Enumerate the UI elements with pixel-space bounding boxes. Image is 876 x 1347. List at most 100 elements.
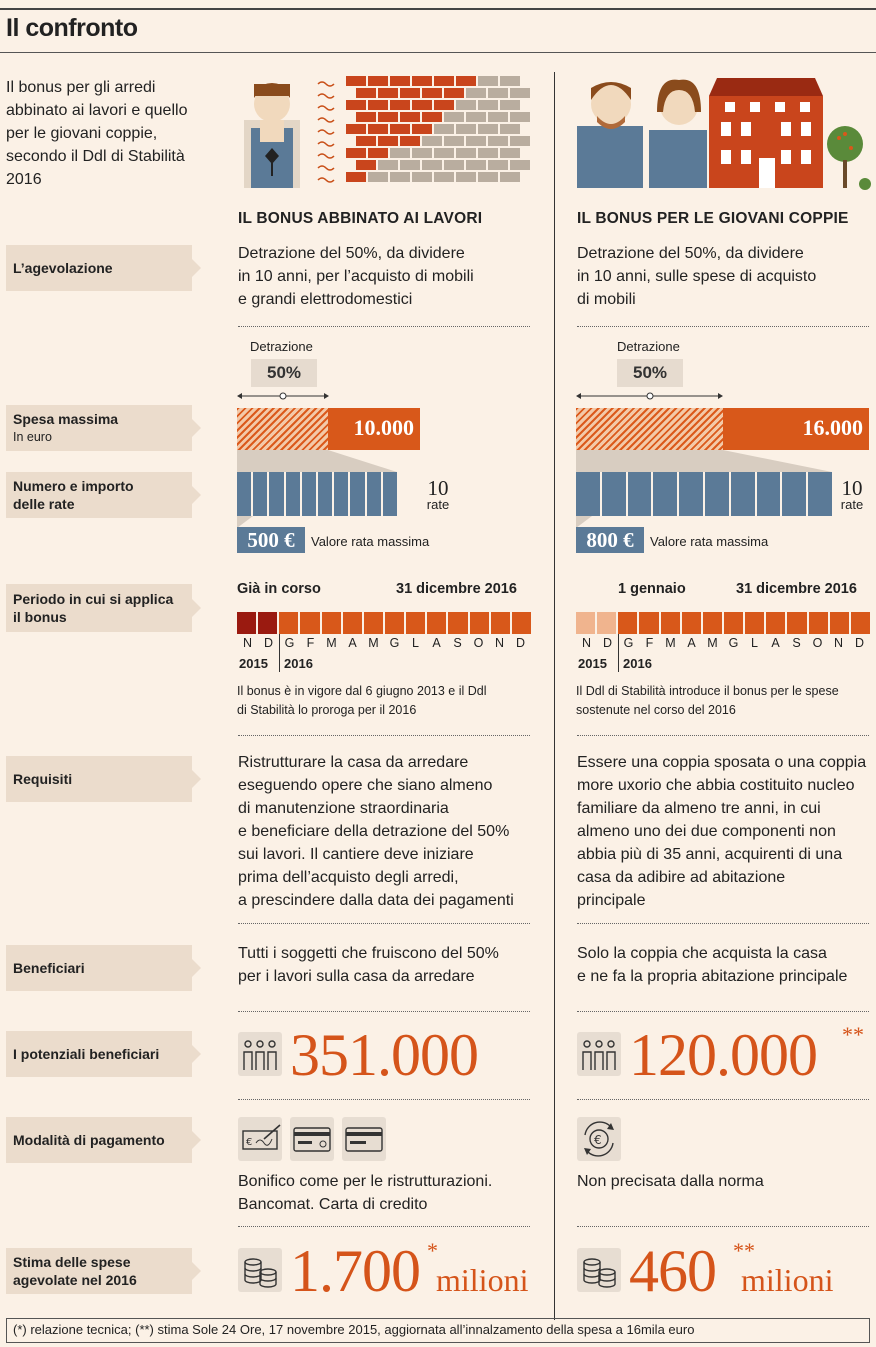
brick xyxy=(488,136,508,146)
left-potenziali-value: 351.000 xyxy=(290,1022,479,1088)
brick xyxy=(478,100,498,110)
right-requisiti: Essere una coppia sposata o una coppia mo… xyxy=(577,754,867,909)
left-rata-caption: Valore rata massima xyxy=(311,534,430,549)
brick xyxy=(356,112,376,122)
label-spesa-massima: Spesa massima In euro xyxy=(6,405,201,451)
divider xyxy=(577,923,869,924)
brick xyxy=(356,136,376,146)
divider xyxy=(238,326,530,327)
label-periodo: Periodo in cui si applica il bonus xyxy=(6,584,201,632)
credit-card-icon xyxy=(342,1117,386,1161)
brick xyxy=(478,148,498,158)
brick xyxy=(500,148,520,158)
brick xyxy=(500,76,520,86)
label-stima: Stima delle spese agevolate nel 2016 xyxy=(6,1248,201,1294)
right-period-bar xyxy=(576,612,870,634)
brick xyxy=(390,76,410,86)
left-period-note: Il bonus è in vigore dal 6 giugno 2013 e… xyxy=(237,684,487,717)
brick xyxy=(434,148,454,158)
brick xyxy=(422,88,442,98)
divider xyxy=(577,1099,869,1100)
right-rate-bar xyxy=(576,472,832,516)
brick xyxy=(368,100,388,110)
check-payment-icon: € xyxy=(238,1117,282,1161)
left-rata-value: 500 € xyxy=(237,527,305,553)
left-modalita: Bonifico come per le ristrutturazioni. Ba… xyxy=(238,1173,493,1213)
brick xyxy=(510,160,530,170)
brick xyxy=(444,136,464,146)
brick xyxy=(434,100,454,110)
brick xyxy=(422,112,442,122)
left-spesa-deducted-bar xyxy=(237,408,328,450)
right-detrazione-pill: 50% xyxy=(617,359,683,387)
brick xyxy=(500,124,520,134)
brick xyxy=(488,160,508,170)
brick xyxy=(456,100,476,110)
label-beneficiari: Beneficiari xyxy=(6,945,201,991)
right-spesa-deducted-bar xyxy=(576,408,723,450)
left-year-2016: 2016 xyxy=(284,656,313,671)
brick xyxy=(378,88,398,98)
right-modalita: Non precisata dalla norma xyxy=(577,1173,764,1190)
divider xyxy=(238,923,530,924)
brick xyxy=(400,88,420,98)
brick xyxy=(434,124,454,134)
brick xyxy=(444,88,464,98)
svg-text:€: € xyxy=(246,1137,252,1148)
brick xyxy=(478,124,498,134)
brick xyxy=(488,112,508,122)
intro-text: Il bonus per gli arredi abbinato ai lavo… xyxy=(6,79,188,188)
brick xyxy=(390,172,410,182)
brick xyxy=(390,148,410,158)
left-stima-unit: milioni xyxy=(436,1262,529,1298)
left-heading: IL BONUS ABBINATO AI LAVORI xyxy=(238,210,483,227)
brick xyxy=(356,160,376,170)
brick xyxy=(412,148,432,158)
right-rata-pointer xyxy=(576,516,592,528)
left-rate-word: rate xyxy=(426,497,450,512)
brick xyxy=(478,76,498,86)
brick xyxy=(412,172,432,182)
brick xyxy=(444,160,464,170)
brick xyxy=(510,88,530,98)
label-modalita: Modalità di pagamento xyxy=(6,1117,201,1163)
divider xyxy=(577,735,869,736)
right-potenziali-value: 120.000 xyxy=(629,1022,818,1088)
title-rule xyxy=(0,52,876,53)
brick xyxy=(346,172,366,182)
left-beneficiari: Tutti i soggetti che fruiscono del 50% pe… xyxy=(238,945,499,985)
euro-cycle-icon: € xyxy=(577,1117,621,1161)
label-requisiti: Requisiti xyxy=(6,756,201,802)
brick xyxy=(500,172,520,182)
brick xyxy=(400,136,420,146)
right-detrazione-bracket xyxy=(576,392,723,400)
young-couple-house-illustration xyxy=(577,78,871,190)
brick xyxy=(390,100,410,110)
divider xyxy=(238,735,530,736)
brick xyxy=(422,136,442,146)
top-rule xyxy=(0,8,876,10)
label-rate: Numero e importo delle rate xyxy=(6,472,201,518)
worker-with-bricks-illustration xyxy=(244,76,530,188)
divider xyxy=(238,1099,530,1100)
left-spesa-value: 10.000 xyxy=(328,408,420,450)
brick xyxy=(466,88,486,98)
brick xyxy=(488,88,508,98)
brick xyxy=(456,148,476,158)
brick xyxy=(434,172,454,182)
right-heading: IL BONUS PER LE GIOVANI COPPIE xyxy=(577,210,849,227)
brick xyxy=(412,100,432,110)
divider xyxy=(577,326,869,327)
left-rata-pointer xyxy=(237,516,253,528)
left-rate-connector xyxy=(237,450,397,472)
divider xyxy=(238,1011,530,1012)
right-stima-value: 460 xyxy=(629,1238,717,1304)
right-stima-unit: milioni xyxy=(741,1262,834,1298)
left-year-divider xyxy=(279,634,280,672)
brick xyxy=(478,172,498,182)
brick xyxy=(368,148,388,158)
left-period-bar xyxy=(237,612,531,634)
brick xyxy=(356,88,376,98)
